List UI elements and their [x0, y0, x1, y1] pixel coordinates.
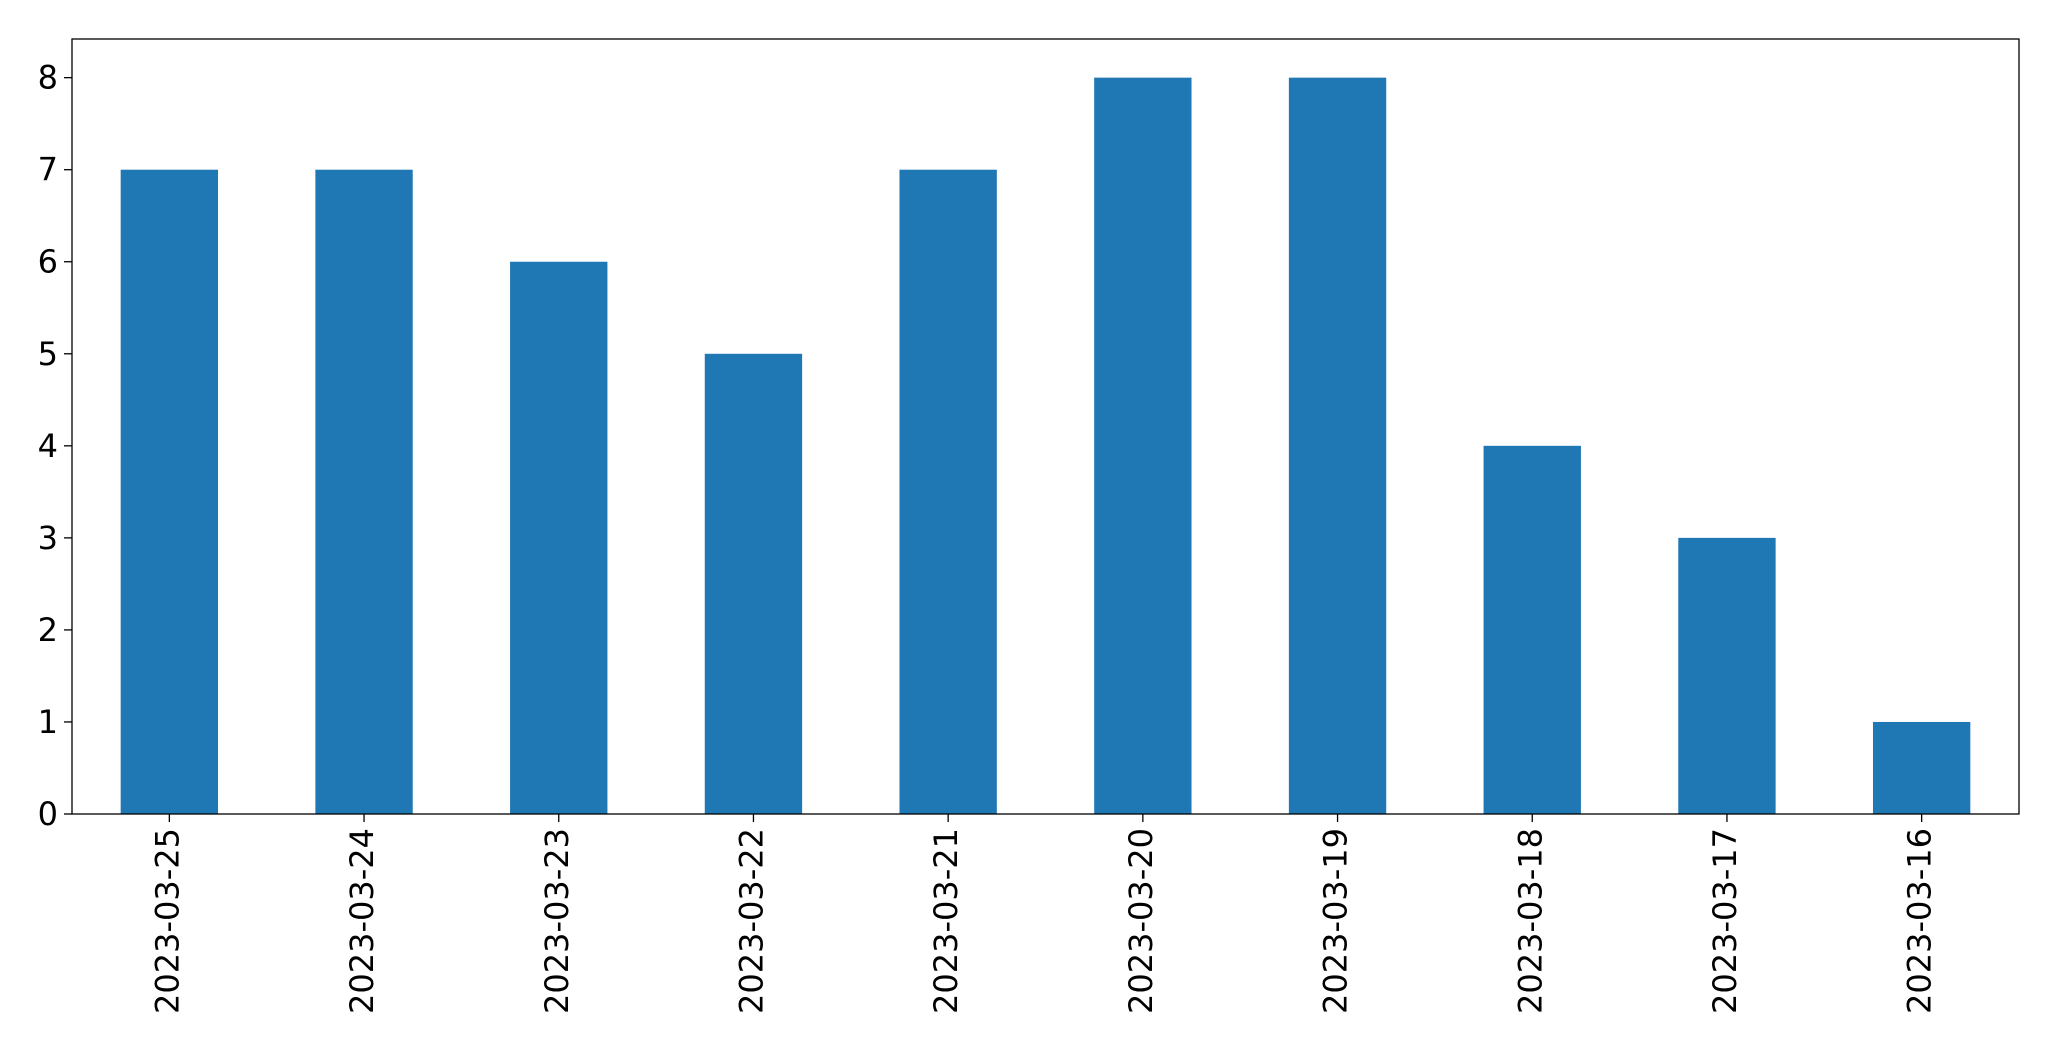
- bar: [704, 353, 803, 814]
- bar: [1094, 77, 1192, 814]
- x-tick-label: 2023-03-21: [927, 828, 965, 1014]
- x-tick-label: 2023-03-16: [1901, 828, 1939, 1014]
- bar: [510, 261, 608, 814]
- x-tick-label: 2023-03-25: [148, 828, 186, 1014]
- x-tick-label: 2023-03-22: [732, 828, 770, 1014]
- bar: [1288, 77, 1387, 814]
- y-tick-label: 2: [38, 611, 58, 649]
- y-tick-label: 3: [38, 519, 58, 557]
- x-tick-label: 2023-03-20: [1122, 828, 1160, 1014]
- x-tick-label: 2023-03-18: [1511, 828, 1549, 1014]
- y-tick-label: 8: [38, 59, 58, 97]
- y-tick-label: 0: [38, 795, 58, 833]
- plot-frame: [71, 38, 2020, 815]
- x-tick-label: 2023-03-19: [1317, 828, 1355, 1014]
- y-tick-label: 7: [38, 151, 58, 189]
- y-tick-label: 4: [38, 427, 58, 465]
- bar: [899, 169, 997, 815]
- x-tick-label: 2023-03-23: [538, 828, 576, 1014]
- bar: [1872, 721, 1971, 814]
- y-tick-label: 5: [38, 335, 58, 373]
- x-tick-label: 2023-03-24: [343, 828, 381, 1014]
- bar: [315, 169, 413, 815]
- y-tick-label: 1: [38, 703, 58, 741]
- x-tick-label: 2023-03-17: [1706, 828, 1744, 1014]
- bar: [1678, 537, 1776, 814]
- bar: [1483, 445, 1581, 814]
- bar: [120, 169, 219, 815]
- y-tick-label: 6: [38, 243, 58, 281]
